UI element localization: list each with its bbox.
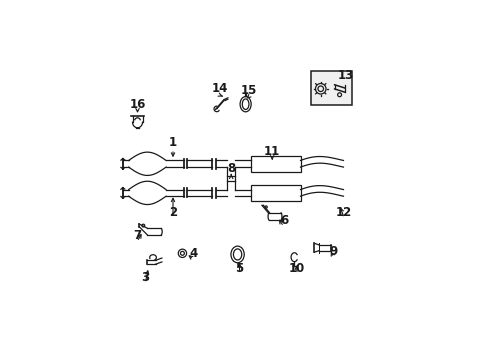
Text: 12: 12 [335, 206, 352, 219]
Text: 1: 1 [168, 136, 177, 149]
Text: 5: 5 [235, 262, 243, 275]
Text: 7: 7 [133, 229, 141, 242]
Bar [250, 156, 300, 172]
Text: 15: 15 [240, 84, 256, 97]
Bar [310, 72, 351, 105]
Text: 10: 10 [288, 262, 305, 275]
Text: 11: 11 [264, 145, 280, 158]
Text: 4: 4 [189, 247, 198, 260]
Text: 8: 8 [226, 162, 235, 175]
Text: 6: 6 [279, 214, 287, 227]
Text: 14: 14 [211, 82, 227, 95]
Text: 16: 16 [129, 98, 145, 111]
Text: 9: 9 [329, 245, 337, 258]
Bar [250, 185, 300, 201]
Text: 3: 3 [141, 271, 149, 284]
Text: 13: 13 [337, 69, 354, 82]
Text: 2: 2 [168, 206, 177, 219]
